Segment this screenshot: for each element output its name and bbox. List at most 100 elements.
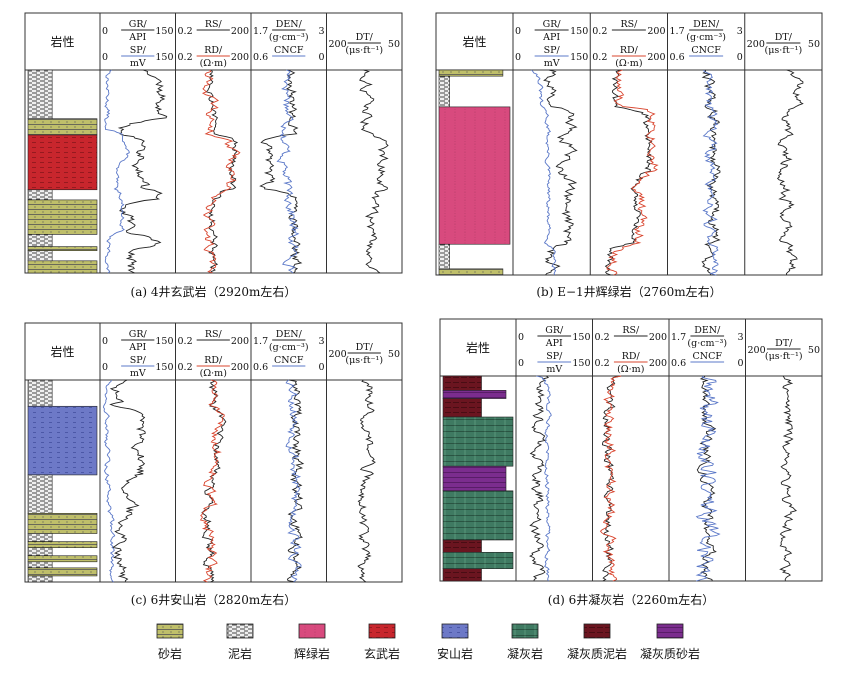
sp-label: SP/ [544,45,561,56]
lithology-block-mud [438,243,450,270]
lithology-block-tuff [442,490,514,541]
sp-min: 0 [518,358,524,369]
rd-curve [606,69,659,276]
cncf-label: CNCF [691,45,721,56]
rd-min: 0.2 [178,52,193,63]
legend-swatch [511,623,539,639]
legend-label: 辉绿岩 [294,646,330,661]
sp-label: SP/ [546,351,563,362]
lithology-block-basalt [27,134,98,191]
rd-unit: (Ω·m) [615,58,642,69]
dt-min: 200 [748,345,766,356]
den-max: 3 [737,332,743,343]
legend-item: 泥岩 [226,623,254,661]
sp-max: 150 [155,52,173,63]
legend-label: 凝灰质泥岩 [567,646,627,661]
rd-max: 200 [649,358,667,369]
rs-max: 200 [231,336,249,347]
cncf-curve [702,69,719,276]
gr-unit: API [128,342,146,353]
sp-curve [103,379,116,583]
dt-curve [359,69,389,274]
legend-item: 砂岩 [156,623,184,661]
den-label: DEN/ [694,325,721,336]
den-unit: (g·cm⁻³) [269,342,309,353]
rd-unit: (Ω·m) [617,364,644,375]
dt-max: 50 [808,345,820,356]
lithology-block-tmud [442,568,482,582]
lithology-block-mud [27,533,53,542]
cncf-min: 0.6 [670,52,685,63]
cncf-max: 0 [737,358,743,369]
dt-min: 200 [329,349,347,360]
sp-min: 0 [102,362,108,373]
rs-max: 200 [231,26,249,37]
rs-max: 200 [647,26,665,37]
rs-max: 200 [649,332,667,343]
den-min: 1.7 [670,26,685,37]
den-max: 3 [318,336,324,347]
lithology-block-tmud [442,375,482,391]
lithology-block-mud [27,474,53,514]
gr-min: 0 [518,332,524,343]
lithology-block-tsand [442,390,507,399]
legend-item: 玄武岩 [364,623,400,661]
panel-frame [24,12,403,274]
lithology-block-mud [27,379,53,407]
gr-curve [529,375,550,582]
lithology-header: 岩性 [50,34,74,49]
dt-min: 200 [329,39,347,50]
rd-curve [201,69,241,274]
panel-frame [24,322,403,583]
sp-min: 0 [102,52,108,63]
lithology-block-sand [438,69,504,77]
gr-max: 150 [155,26,173,37]
dt-curve [357,379,376,583]
lithology-block-sand [27,246,98,251]
legend-label: 凝灰岩 [507,646,543,661]
cncf-curve [276,69,300,274]
gr-label: GR/ [129,19,148,30]
gr-min: 0 [515,26,521,37]
cncf-label: CNCF [274,45,304,56]
lithology-block-sand [27,199,98,235]
cncf-max: 0 [318,52,324,63]
log-panel: 岩性 0 150 GR/API 0 150 SP/mV 0.2 200 RS/0.2 200 RD/ (… [24,12,403,299]
log-panel: 岩性 0 150 GR/API 0 150 SP/mV 0.2 200 RS/0.2 200 RD/ (… [435,12,823,299]
log-panel: 岩性 0 150 GR/API 0 150 SP/mV 0.2 200 RS/0.2 200 RD/ (… [439,318,823,607]
gr-max: 150 [155,336,173,347]
rd-min: 0.2 [178,362,193,373]
lithology-header: 岩性 [462,34,486,49]
rd-min: 0.2 [592,52,607,63]
gr-min: 0 [102,336,108,347]
lithology-block-diab [438,106,511,245]
panel-caption: (c) 6井安山岩（2820m左右） [131,592,296,607]
rd-curve [199,379,225,583]
lithology-block-sand [27,118,98,136]
dt-curve [779,375,798,582]
lithology-header: 岩性 [50,344,74,359]
sp-unit: mV [130,58,146,69]
sp-unit: mV [546,364,562,375]
cncf-max: 0 [737,52,743,63]
lithology-block-tuff [442,551,514,569]
rd-label: RD/ [622,351,641,362]
dt-label: DT/ [775,338,793,349]
legend-label: 安山岩 [437,646,473,661]
rs-min: 0.2 [592,26,607,37]
sp-curve [536,375,552,582]
legend-item: 安山岩 [437,623,473,661]
legend-item: 凝灰岩 [507,623,543,661]
rs-min: 0.2 [595,332,610,343]
log-panel: 岩性 0 150 GR/API 0 150 SP/mV 0.2 200 RS/0.2 200 RD/ (… [24,322,403,607]
dt-label: DT/ [356,342,374,353]
gr-unit: API [542,32,560,43]
sp-max: 150 [570,52,588,63]
sp-curve [104,69,130,274]
gr-label: GR/ [543,19,562,30]
dt-min: 200 [747,39,765,50]
den-label: DEN/ [693,19,720,30]
rd-label: RD/ [620,45,639,56]
lithology-block-mud [438,75,450,108]
